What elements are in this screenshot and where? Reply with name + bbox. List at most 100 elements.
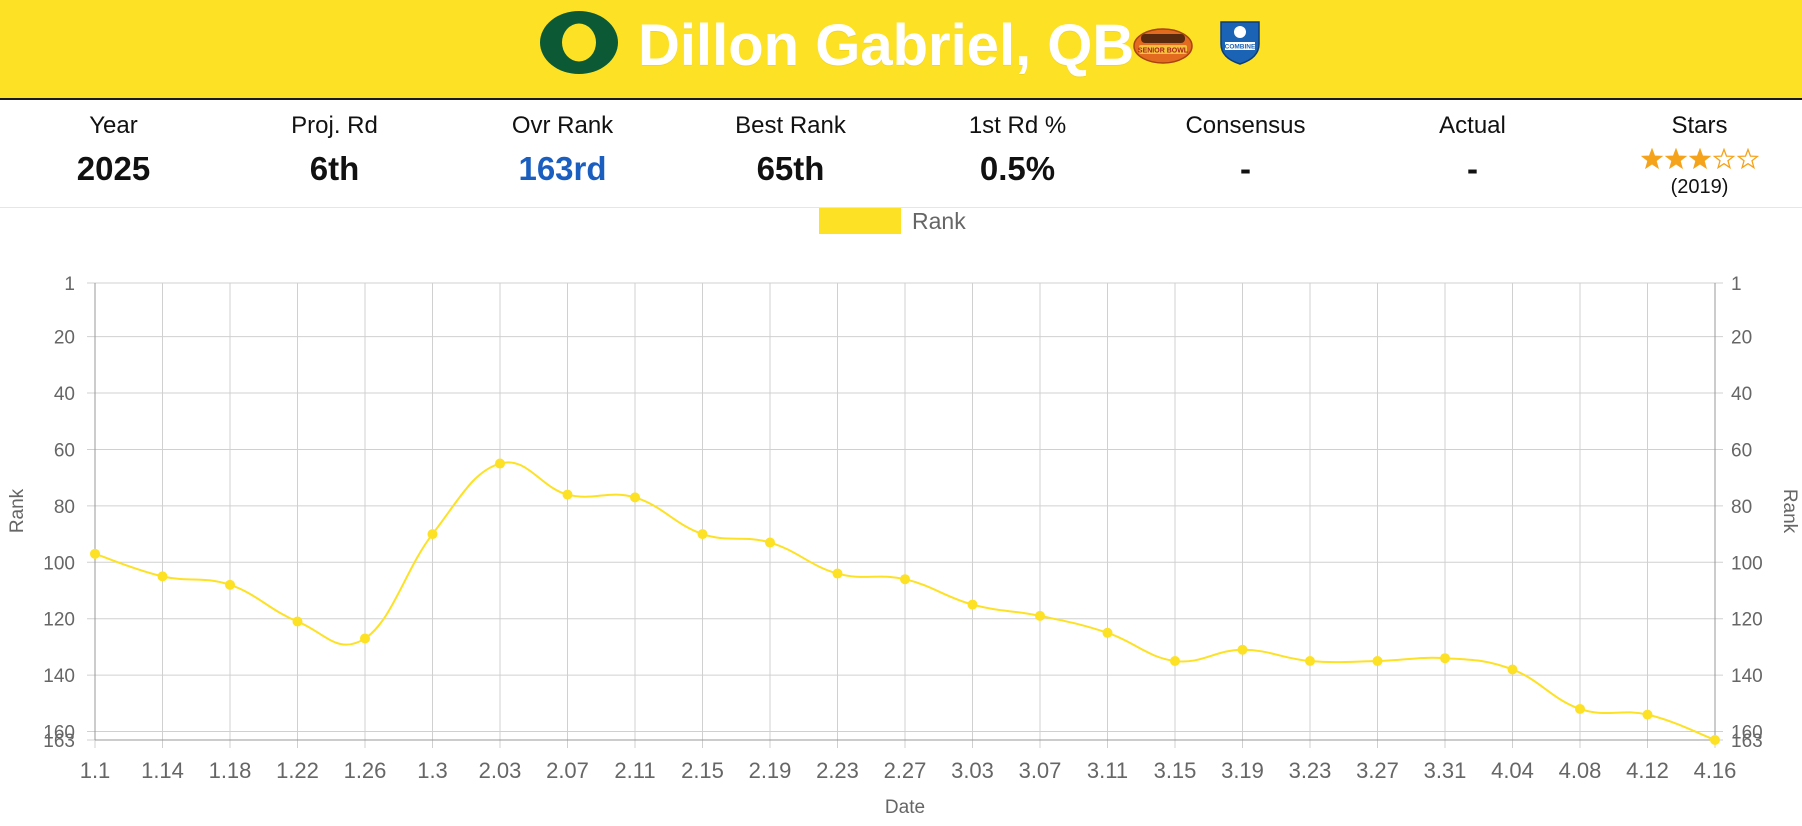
- data-point[interactable]: [360, 633, 370, 644]
- stats-bar: Year 2025 Proj. Rd 6th Ovr Rank 163rd Be…: [0, 100, 1802, 208]
- x-tick-label: 4.16: [1694, 758, 1737, 783]
- y-tick-label-right: 140: [1731, 666, 1763, 687]
- x-tick-label: 2.15: [681, 758, 724, 783]
- star-empty-icon: [1736, 148, 1759, 170]
- y-tick-label-left: 160: [43, 723, 75, 744]
- data-point[interactable]: [1372, 656, 1383, 667]
- stat-value: -: [1240, 150, 1251, 187]
- data-point[interactable]: [427, 529, 438, 540]
- data-point[interactable]: [1170, 656, 1180, 667]
- data-point[interactable]: [765, 537, 775, 548]
- x-tick-label: 2.11: [614, 758, 655, 783]
- data-point[interactable]: [1035, 610, 1045, 621]
- legend-swatch: [819, 208, 901, 234]
- data-point[interactable]: [697, 529, 708, 540]
- stat-value: 163rd: [518, 150, 607, 187]
- y-tick-label-right: 100: [1731, 553, 1763, 574]
- x-tick-label: 4.04: [1491, 758, 1534, 783]
- y-tick-label-left: 1: [64, 274, 75, 295]
- data-point[interactable]: [90, 548, 100, 559]
- badge-text: SENIOR BOWL: [1138, 48, 1189, 55]
- stat-value: -: [1467, 150, 1478, 187]
- data-point[interactable]: [900, 574, 910, 585]
- y-tick-label-left: 40: [54, 384, 75, 405]
- y-tick-label-left: 120: [43, 610, 75, 631]
- x-tick-label: 2.19: [749, 758, 792, 783]
- data-point[interactable]: [967, 599, 978, 610]
- y-tick-label-left: 60: [54, 440, 75, 461]
- y-tick-label-right: 20: [1731, 328, 1752, 349]
- data-point[interactable]: [832, 568, 843, 579]
- stars-year: (2019): [1670, 176, 1729, 198]
- x-tick-label: 2.27: [884, 758, 927, 783]
- data-point[interactable]: [1237, 644, 1248, 655]
- x-tick-label: 3.19: [1221, 758, 1264, 783]
- data-point[interactable]: [495, 458, 505, 469]
- stat-value: 2025: [76, 150, 151, 187]
- x-tick-label: 2.23: [816, 758, 859, 783]
- grid: [87, 282, 1723, 748]
- stat-label: Stars: [1671, 112, 1728, 139]
- x-tick-label: 3.11: [1087, 758, 1128, 783]
- x-tick-label: 1.14: [141, 758, 184, 783]
- header-banner: Dillon Gabriel, QB SENIOR BOWL COMBINE: [0, 0, 1802, 100]
- y-axis-title-left: Rank: [7, 488, 28, 533]
- y-tick-label-left: 80: [54, 497, 75, 518]
- nfl-combine-icon: COMBINE: [1220, 21, 1260, 65]
- reeses-senior-bowl-icon: SENIOR BOWL: [1133, 28, 1193, 64]
- stat-label: Best Rank: [735, 112, 846, 139]
- data-point[interactable]: [1507, 664, 1518, 675]
- data-point[interactable]: [225, 579, 235, 590]
- x-tick-label: 1.3: [417, 758, 448, 783]
- star-rating: [1586, 148, 1802, 174]
- stat-value: 0.5%: [979, 150, 1056, 187]
- x-tick-label: 1.22: [276, 758, 319, 783]
- x-tick-label: 3.23: [1289, 758, 1332, 783]
- x-tick-label: 2.07: [546, 758, 589, 783]
- x-tick-label: 3.15: [1154, 758, 1197, 783]
- stat-value: 65th: [756, 150, 825, 187]
- x-tick-label: 4.08: [1559, 758, 1602, 783]
- data-point[interactable]: [157, 571, 168, 582]
- stat-label: Consensus: [1185, 112, 1306, 139]
- data-point[interactable]: [1575, 703, 1585, 714]
- data-point[interactable]: [1440, 653, 1450, 664]
- data-point[interactable]: [1642, 709, 1653, 720]
- stat-label: Actual: [1439, 112, 1506, 139]
- y-tick-label-right: 1: [1731, 274, 1742, 295]
- y-tick-label-left: 163: [43, 731, 75, 752]
- legend[interactable]: Rank: [819, 208, 966, 234]
- data-point[interactable]: [292, 616, 303, 627]
- x-axis-title: Date: [885, 797, 925, 818]
- x-tick-label: 1.1: [80, 758, 111, 783]
- star-empty-icon: [1712, 148, 1735, 170]
- y-tick-label-left: 100: [43, 553, 75, 574]
- data-point[interactable]: [1102, 627, 1113, 638]
- y-tick-label-right: 60: [1731, 440, 1752, 461]
- star-filled-icon: [1664, 148, 1687, 170]
- data-point[interactable]: [1305, 656, 1315, 667]
- stat-label: Proj. Rd: [291, 112, 378, 139]
- data-point[interactable]: [630, 492, 640, 503]
- x-tick-label: 1.26: [344, 758, 387, 783]
- stars-svg: [1640, 148, 1759, 170]
- data-point[interactable]: [562, 489, 573, 500]
- stat-value: 6th: [309, 150, 360, 187]
- y-axis-title-right: Rank: [1779, 489, 1800, 534]
- oregon-o-logo: [540, 11, 618, 74]
- x-tick-label: 3.03: [951, 758, 994, 783]
- player-name: Dillon Gabriel, QB: [638, 13, 1135, 78]
- y-tick-label-left: 20: [54, 328, 75, 349]
- x-tick-label: 4.12: [1626, 758, 1669, 783]
- stat-label: Ovr Rank: [511, 112, 614, 139]
- y-tick-label-right: 40: [1731, 384, 1752, 405]
- x-tick-label: 1.18: [209, 758, 252, 783]
- x-tick-label: 3.07: [1019, 758, 1062, 783]
- data-point[interactable]: [1710, 735, 1720, 745]
- legend-label: Rank: [912, 208, 966, 234]
- x-tick-label: 3.31: [1424, 758, 1467, 783]
- y-tick-label-right: 120: [1731, 610, 1763, 631]
- stat-label: Year: [89, 112, 138, 139]
- y-tick-label-right: 80: [1731, 497, 1752, 518]
